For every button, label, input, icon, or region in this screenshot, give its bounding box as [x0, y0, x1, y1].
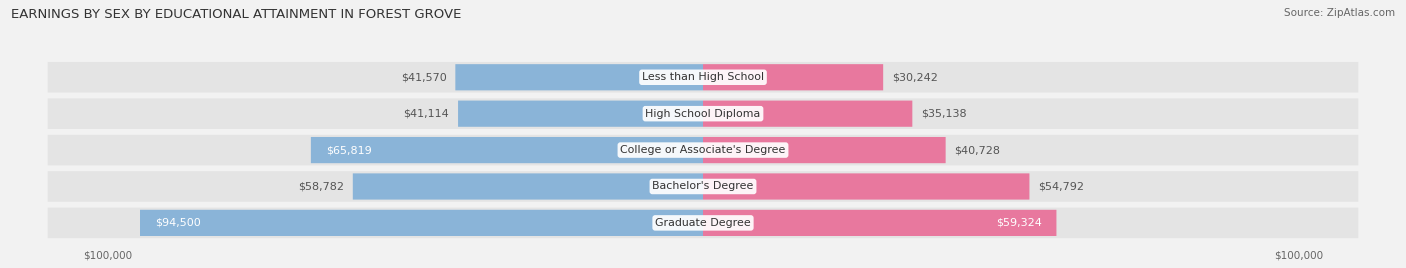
FancyBboxPatch shape [456, 64, 703, 90]
FancyBboxPatch shape [48, 171, 1358, 202]
FancyBboxPatch shape [48, 135, 1358, 165]
Text: High School Diploma: High School Diploma [645, 109, 761, 119]
FancyBboxPatch shape [311, 137, 703, 163]
Text: Source: ZipAtlas.com: Source: ZipAtlas.com [1284, 8, 1395, 18]
Text: $58,782: $58,782 [298, 181, 344, 192]
Text: $35,138: $35,138 [921, 109, 967, 119]
FancyBboxPatch shape [703, 100, 912, 127]
Text: $59,324: $59,324 [995, 218, 1042, 228]
FancyBboxPatch shape [703, 64, 883, 90]
Text: Bachelor's Degree: Bachelor's Degree [652, 181, 754, 192]
Text: $54,792: $54,792 [1039, 181, 1084, 192]
Text: $40,728: $40,728 [955, 145, 1001, 155]
FancyBboxPatch shape [48, 62, 1358, 92]
FancyBboxPatch shape [703, 137, 946, 163]
FancyBboxPatch shape [141, 210, 703, 236]
Text: $30,242: $30,242 [893, 72, 938, 82]
FancyBboxPatch shape [48, 208, 1358, 238]
FancyBboxPatch shape [703, 173, 1029, 200]
FancyBboxPatch shape [353, 173, 703, 200]
Text: $94,500: $94,500 [155, 218, 201, 228]
Text: Less than High School: Less than High School [643, 72, 763, 82]
Text: $41,114: $41,114 [404, 109, 449, 119]
Text: $41,570: $41,570 [401, 72, 447, 82]
Text: College or Associate's Degree: College or Associate's Degree [620, 145, 786, 155]
FancyBboxPatch shape [48, 98, 1358, 129]
Text: $65,819: $65,819 [326, 145, 371, 155]
FancyBboxPatch shape [458, 100, 703, 127]
Text: EARNINGS BY SEX BY EDUCATIONAL ATTAINMENT IN FOREST GROVE: EARNINGS BY SEX BY EDUCATIONAL ATTAINMEN… [11, 8, 461, 21]
FancyBboxPatch shape [703, 210, 1056, 236]
Text: Graduate Degree: Graduate Degree [655, 218, 751, 228]
